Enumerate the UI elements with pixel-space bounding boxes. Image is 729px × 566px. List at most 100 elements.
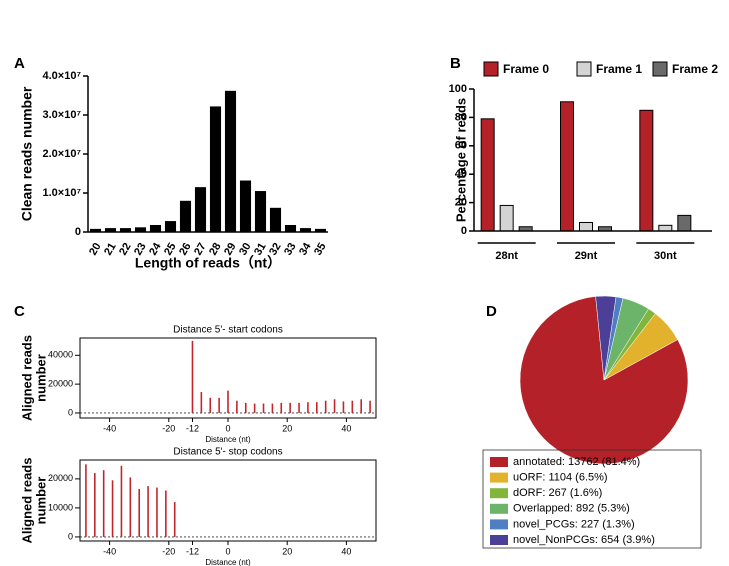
bar (89, 228, 102, 232)
bar (254, 191, 267, 232)
y-tick-label: 1.0×10⁷ (43, 187, 82, 199)
legend-label: novel_NonPCGs: 654 (3.9%) (513, 534, 655, 546)
x-tick-label: -40 (103, 546, 116, 556)
x-axis-label: Distance (nt) (205, 558, 251, 566)
y-tick-label: 40000 (48, 350, 73, 360)
pie-slice (519, 296, 689, 465)
bar (134, 227, 147, 232)
chart-title: Distance 5'- stop codons (173, 447, 282, 458)
y-tick-label: 4.0×10⁷ (43, 70, 82, 82)
y-axis-label: Clean reads number (19, 86, 35, 221)
y-tick-label: 100 (449, 83, 467, 95)
x-tick-label: 29nt (575, 250, 598, 262)
bar (209, 106, 222, 232)
x-tick-label: 35 (312, 241, 329, 258)
y-tick-label: 3.0×10⁷ (43, 109, 82, 121)
x-tick-label: 30nt (654, 250, 677, 262)
bar (579, 221, 593, 232)
x-tick-label: 23 (132, 241, 149, 258)
x-tick-label: 30 (237, 241, 254, 258)
bar (104, 228, 117, 232)
x-axis-label: Distance (nt) (205, 435, 251, 444)
x-tick-label: 0 (225, 423, 230, 433)
bar (149, 224, 162, 232)
x-tick-label: 40 (341, 546, 351, 556)
x-tick-label: 27 (192, 241, 209, 258)
y-tick-label: 20 (455, 197, 467, 209)
y-tick-label: 0 (68, 531, 73, 541)
bar (269, 207, 282, 232)
plot-frame (79, 459, 377, 542)
legend-label: novel_PCGs: 227 (1.3%) (513, 518, 635, 530)
bar (194, 187, 207, 232)
y-axis-label: Percentage of reads (453, 98, 468, 222)
y-tick-label: 60 (455, 140, 467, 152)
x-tick-label: 40 (341, 423, 351, 433)
legend-frame (482, 449, 702, 549)
x-tick-label: 20 (282, 546, 292, 556)
bar (314, 228, 327, 232)
legend-label: dORF: 267 (1.6%) (513, 487, 602, 499)
bar (119, 228, 132, 232)
legend-label: Frame 1 (596, 62, 642, 76)
y-axis-label: number (33, 354, 48, 402)
bar (239, 180, 252, 232)
legend-label: Frame 2 (672, 62, 718, 76)
y-tick-label: 0 (68, 407, 73, 417)
x-tick-label: 22 (117, 241, 134, 258)
y-tick-label: 40 (455, 168, 467, 180)
bar (480, 118, 495, 232)
legend-swatch (490, 535, 508, 545)
legend-swatch (576, 61, 592, 77)
chart-title: Distance 5'- start codons (173, 325, 283, 336)
bar (560, 101, 574, 232)
bar (658, 224, 673, 232)
x-tick-label: 28 (207, 241, 224, 258)
x-tick-label: 26 (177, 241, 194, 258)
x-tick-label: 25 (162, 241, 179, 258)
legend-swatch (490, 519, 508, 530)
legend-label: Frame 0 (503, 62, 549, 76)
x-axis-label: Length of reads（nt） (135, 255, 281, 271)
bar (164, 221, 177, 232)
legend-swatch (490, 457, 508, 467)
x-tick-label: -12 (186, 546, 199, 556)
legend-swatch (483, 61, 499, 77)
legend-label: uORF: 1104 (6.5%) (513, 472, 608, 484)
x-tick-label: 28nt (495, 250, 518, 262)
bar (284, 224, 297, 232)
y-axis-label: Aligned reads (19, 458, 34, 544)
x-tick-label: -40 (103, 423, 116, 433)
panel-letter: A (14, 55, 25, 72)
x-tick-label: -12 (186, 423, 199, 433)
y-axis-label: Aligned reads (19, 335, 34, 421)
x-tick-label: 33 (282, 241, 299, 258)
panel-letter: B (450, 55, 461, 72)
y-tick-label: 20000 (48, 473, 73, 483)
x-tick-label: 32 (267, 241, 284, 258)
panel-letter: C (14, 303, 25, 320)
y-axis-label: number (33, 477, 48, 525)
y-tick-label: 80 (455, 111, 467, 123)
legend-swatch (490, 503, 508, 514)
bar (299, 228, 312, 232)
bar (224, 90, 237, 232)
x-tick-label: 34 (297, 240, 314, 257)
x-tick-label: -20 (162, 546, 175, 556)
y-tick-label: 2.0×10⁷ (43, 148, 82, 160)
bar (179, 200, 192, 232)
y-tick-label: 0 (75, 226, 81, 238)
y-tick-label: 0 (461, 225, 467, 237)
x-tick-label: -20 (162, 423, 175, 433)
x-tick-label: 31 (252, 241, 269, 258)
legend-label: annotated: 13762 (81.4%) (513, 456, 640, 468)
y-tick-label: 20000 (48, 379, 73, 389)
legend-label: Overlapped: 892 (5.3%) (513, 503, 630, 515)
bar (639, 109, 654, 232)
pie-slice (595, 295, 617, 381)
bar (677, 214, 692, 232)
x-tick-label: 0 (225, 546, 230, 556)
x-tick-label: 20 (282, 423, 292, 433)
legend-swatch (652, 61, 668, 77)
